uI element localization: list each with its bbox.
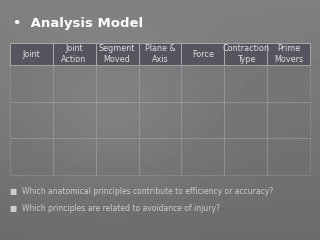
Bar bbox=[52, 138, 96, 175]
Bar bbox=[181, 43, 224, 65]
Bar bbox=[181, 138, 224, 175]
Text: •  Analysis Model: • Analysis Model bbox=[13, 17, 143, 30]
Text: Segment
Moved: Segment Moved bbox=[99, 44, 135, 64]
Bar bbox=[268, 65, 310, 102]
Bar bbox=[224, 102, 268, 138]
Bar bbox=[52, 65, 96, 102]
Bar bbox=[139, 138, 181, 175]
Text: ■  Which principles are related to avoidance of injury?: ■ Which principles are related to avoida… bbox=[10, 204, 220, 213]
Bar bbox=[10, 65, 52, 102]
Bar bbox=[224, 43, 268, 65]
Text: Force: Force bbox=[192, 50, 214, 59]
Text: Joint: Joint bbox=[22, 50, 40, 59]
Bar bbox=[268, 138, 310, 175]
Bar bbox=[96, 65, 139, 102]
Bar bbox=[181, 102, 224, 138]
Text: Contraction
Type: Contraction Type bbox=[222, 44, 269, 64]
Text: Joint
Action: Joint Action bbox=[61, 44, 87, 64]
Text: Prime
Movers: Prime Movers bbox=[274, 44, 303, 64]
Bar bbox=[96, 138, 139, 175]
Bar bbox=[181, 65, 224, 102]
Bar bbox=[139, 102, 181, 138]
Bar bbox=[224, 138, 268, 175]
Bar bbox=[52, 43, 96, 65]
Text: ■  Which anatomical principles contribute to efficiency or accuracy?: ■ Which anatomical principles contribute… bbox=[10, 187, 273, 196]
Bar bbox=[10, 102, 52, 138]
Bar bbox=[10, 43, 52, 65]
Bar bbox=[96, 102, 139, 138]
Bar bbox=[268, 102, 310, 138]
Bar bbox=[96, 43, 139, 65]
Bar bbox=[52, 102, 96, 138]
Bar bbox=[139, 43, 181, 65]
Text: Plane &
Axis: Plane & Axis bbox=[145, 44, 175, 64]
Bar bbox=[10, 138, 52, 175]
Bar bbox=[139, 65, 181, 102]
Bar bbox=[268, 43, 310, 65]
Bar bbox=[224, 65, 268, 102]
